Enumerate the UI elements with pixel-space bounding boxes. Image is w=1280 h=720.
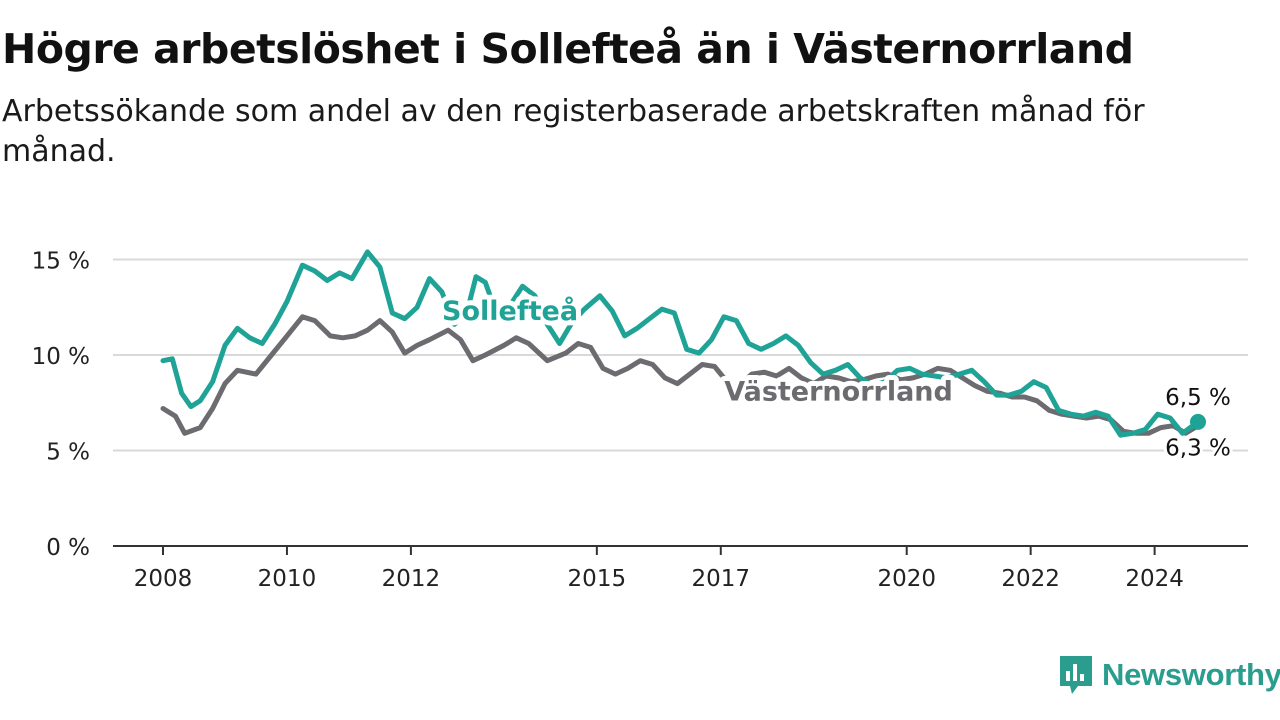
series-labels: Sollefteå Västernorrland [437, 290, 958, 412]
x-tick-label: 2010 [258, 566, 317, 592]
end-value-label: 6,5 % [1165, 385, 1231, 411]
x-tick-label: 2020 [877, 566, 936, 592]
y-tick-label: 0 % [46, 535, 90, 561]
brand-name: Newsworthy [1102, 657, 1280, 692]
x-tick-label: 2008 [134, 566, 193, 592]
gridlines [113, 258, 1248, 452]
end-value-label: 6,3 % [1165, 436, 1231, 462]
chart-subtitle: Arbetssökande som andel av den registerb… [2, 94, 1145, 169]
series-label-sollefteå: Sollefteå [442, 295, 578, 327]
chart-title: Högre arbetslöshet i Sollefteå än i Väst… [2, 25, 1134, 73]
x-tick-label: 2012 [382, 566, 441, 592]
x-tick-label: 2024 [1125, 566, 1184, 592]
x-tick-label: 2022 [1001, 566, 1060, 592]
series-label-västernorrland: Västernorrland [724, 376, 953, 407]
x-tick-label: 2015 [568, 566, 627, 592]
series-line-sollefteå [160, 249, 1201, 438]
end-markers: 6,3 % 6,5 % [1162, 382, 1234, 465]
y-tick-label: 10 % [32, 344, 90, 370]
end-marker [1190, 413, 1206, 430]
x-axis: 2008 2010 2012 2015 2017 2020 2022 2024 [113, 545, 1248, 592]
y-tick-label: 15 % [32, 249, 90, 275]
y-tick-label: 5 % [46, 440, 90, 466]
series-line-västernorrland [160, 314, 1201, 436]
newsworthy-logo: Newsworthy [1058, 654, 1280, 696]
newsworthy-bar-chart-icon [1060, 656, 1092, 694]
x-tick-label: 2017 [692, 566, 751, 592]
series-lines [160, 249, 1201, 438]
y-axis-ticks: 0 % 5 % 10 % 15 % [32, 249, 90, 562]
